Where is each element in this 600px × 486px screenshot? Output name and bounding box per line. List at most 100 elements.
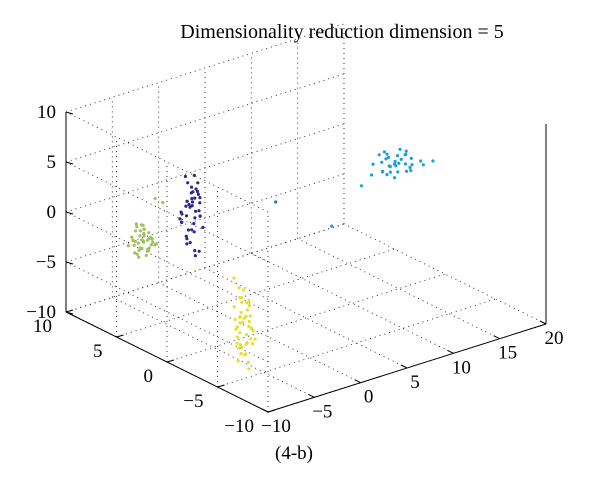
data-point xyxy=(138,234,142,238)
data-point xyxy=(404,149,408,153)
data-point xyxy=(330,224,334,228)
data-point xyxy=(185,242,189,246)
data-point xyxy=(142,227,146,231)
data-point xyxy=(380,160,384,164)
data-point xyxy=(385,152,389,156)
x-tick xyxy=(308,393,315,398)
x-tick-label: 5 xyxy=(410,372,420,393)
data-point xyxy=(403,153,407,157)
data-point xyxy=(403,162,407,166)
y-tick-label: 10 xyxy=(33,316,52,337)
x-tick xyxy=(354,379,361,384)
data-point xyxy=(134,222,138,226)
data-point xyxy=(244,352,248,356)
data-point xyxy=(194,187,198,191)
data-point xyxy=(247,319,251,323)
data-point xyxy=(237,346,241,350)
series-4 xyxy=(274,200,278,204)
series-3 xyxy=(232,276,257,371)
data-point xyxy=(195,189,200,194)
data-point xyxy=(144,253,148,257)
z-tick xyxy=(65,161,74,165)
data-point xyxy=(387,155,391,160)
data-point xyxy=(393,159,397,163)
grid-lines xyxy=(65,23,547,413)
data-point xyxy=(245,301,249,305)
data-point xyxy=(382,150,386,154)
data-point xyxy=(409,169,413,173)
data-point xyxy=(235,335,239,339)
y-tick-label: 0 xyxy=(144,366,154,387)
data-point xyxy=(133,251,137,255)
data-point xyxy=(381,169,385,173)
data-point xyxy=(141,239,146,243)
x-tick-label: 0 xyxy=(364,387,374,408)
data-point xyxy=(184,204,188,208)
data-point xyxy=(192,230,196,234)
z-tick-label: −5 xyxy=(36,252,56,273)
x-tick xyxy=(447,349,454,354)
series-1 xyxy=(178,173,205,258)
data-point xyxy=(134,229,138,233)
data-point xyxy=(240,300,244,304)
data-point xyxy=(404,169,409,173)
data-point xyxy=(190,197,194,201)
data-point xyxy=(244,314,248,319)
z-tick xyxy=(65,311,74,315)
data-point xyxy=(240,345,244,349)
grid-line xyxy=(251,252,454,354)
y-tick xyxy=(116,334,124,338)
grid-line xyxy=(65,73,345,163)
data-point xyxy=(187,202,191,207)
data-point xyxy=(192,222,196,226)
data-point xyxy=(419,159,423,163)
data-point xyxy=(138,229,142,233)
data-point xyxy=(198,214,202,218)
data-point xyxy=(185,237,189,241)
data-point xyxy=(153,196,157,201)
data-point xyxy=(135,252,139,256)
y-tick xyxy=(267,409,276,413)
grid-line xyxy=(65,23,345,113)
data-point xyxy=(146,249,150,253)
x-tick xyxy=(539,320,547,325)
data-point xyxy=(147,236,152,240)
data-point xyxy=(198,196,202,200)
z-tick xyxy=(65,111,74,115)
data-point xyxy=(369,173,374,177)
data-point xyxy=(192,173,196,177)
data-point xyxy=(132,243,136,247)
data-point xyxy=(410,163,414,167)
data-point xyxy=(130,235,134,239)
data-point xyxy=(179,210,183,214)
data-point xyxy=(274,200,278,204)
data-point xyxy=(238,314,242,319)
data-point xyxy=(190,200,195,204)
data-point xyxy=(253,337,257,341)
z-tick xyxy=(65,261,74,265)
data-point xyxy=(193,196,197,200)
data-point xyxy=(233,317,237,321)
data-point xyxy=(196,192,200,196)
data-point xyxy=(137,255,141,259)
data-point xyxy=(186,181,190,185)
z-tick-label: 0 xyxy=(47,202,57,223)
series-0 xyxy=(330,147,435,228)
data-point xyxy=(138,246,142,250)
data-point xyxy=(135,225,139,229)
data-point xyxy=(385,173,389,177)
chart-title: Dimensionality reduction dimension = 5 xyxy=(180,21,503,43)
data-point xyxy=(140,223,144,227)
data-point xyxy=(190,185,194,189)
data-point xyxy=(359,184,363,188)
grid-line xyxy=(343,223,547,325)
data-point xyxy=(161,200,165,205)
data-point xyxy=(409,156,413,160)
x-tick xyxy=(400,364,408,369)
data-point xyxy=(183,174,187,179)
y-tick xyxy=(166,359,175,363)
data-point xyxy=(238,321,243,325)
data-point xyxy=(136,241,140,245)
x-tick-label: −10 xyxy=(261,416,291,437)
